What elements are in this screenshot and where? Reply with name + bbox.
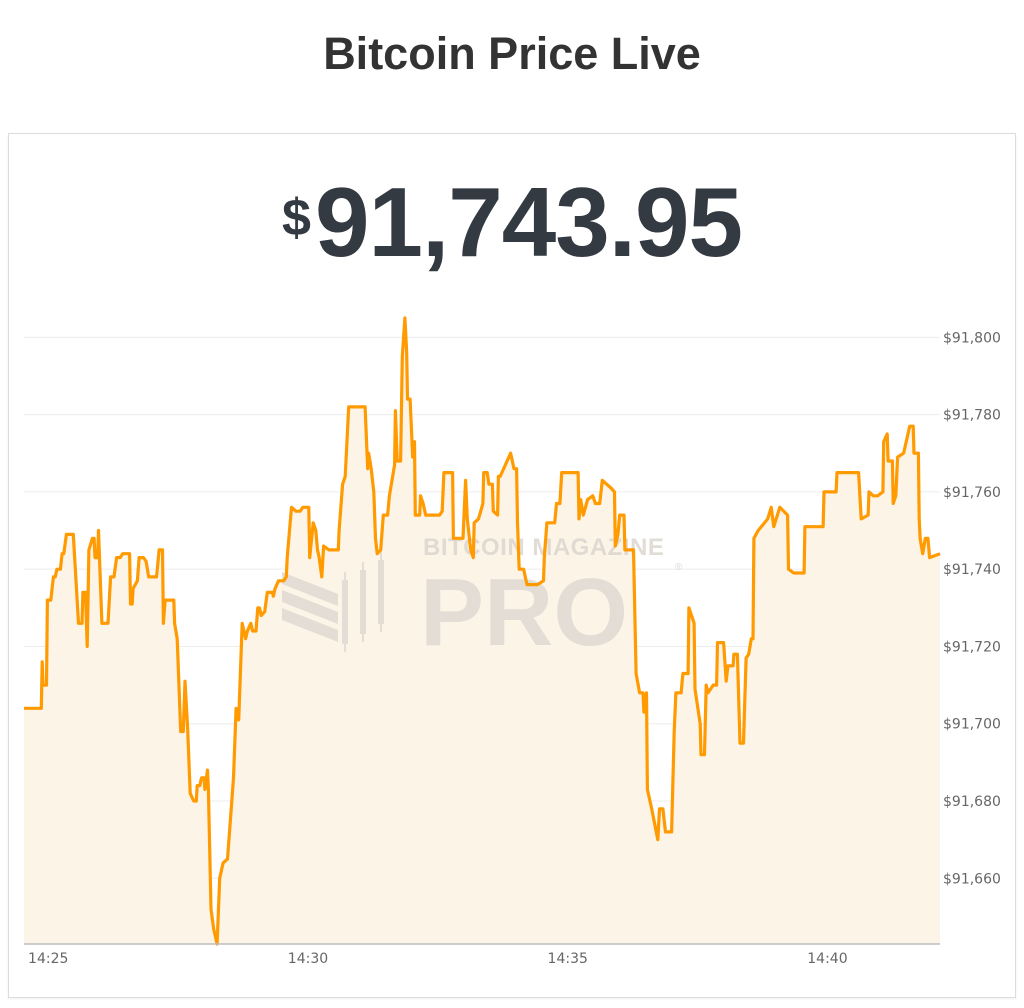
y-tick-label: $91,800 — [943, 330, 1001, 346]
x-tick-label: 14:25 — [28, 951, 68, 967]
currency-symbol: $ — [282, 189, 311, 247]
y-tick-label: $91,780 — [943, 408, 1001, 424]
x-axis-labels: 14:25 14:30 14:35 14:40 — [28, 951, 848, 967]
current-price: $91,743.95 — [0, 166, 1024, 279]
y-tick-label: $91,740 — [943, 562, 1001, 578]
y-axis-labels: $91,660 $91,680 $91,700 $91,720 $91,740 $91,7… — [943, 330, 1001, 887]
x-tick-label: 14:40 — [807, 951, 847, 967]
price-area-fill — [24, 318, 940, 944]
price-line — [24, 316, 941, 946]
page-title: Bitcoin Price Live — [323, 28, 701, 79]
price-value: 91,743.95 — [314, 167, 743, 277]
y-tick-label: $91,680 — [943, 794, 1001, 810]
y-tick-label: $91,660 — [943, 871, 1001, 887]
watermark: BITCOIN MAGAZINE PRO ® — [282, 534, 683, 666]
y-tick-label: $91,760 — [943, 485, 1001, 501]
x-tick-label: 14:35 — [548, 951, 588, 967]
y-tick-label: $91,700 — [943, 717, 1001, 733]
watermark-logo-icon — [282, 552, 384, 652]
y-tick-label: $91,720 — [943, 639, 1001, 655]
registered-mark: ® — [675, 562, 683, 573]
x-tick-label: 14:30 — [288, 951, 328, 967]
